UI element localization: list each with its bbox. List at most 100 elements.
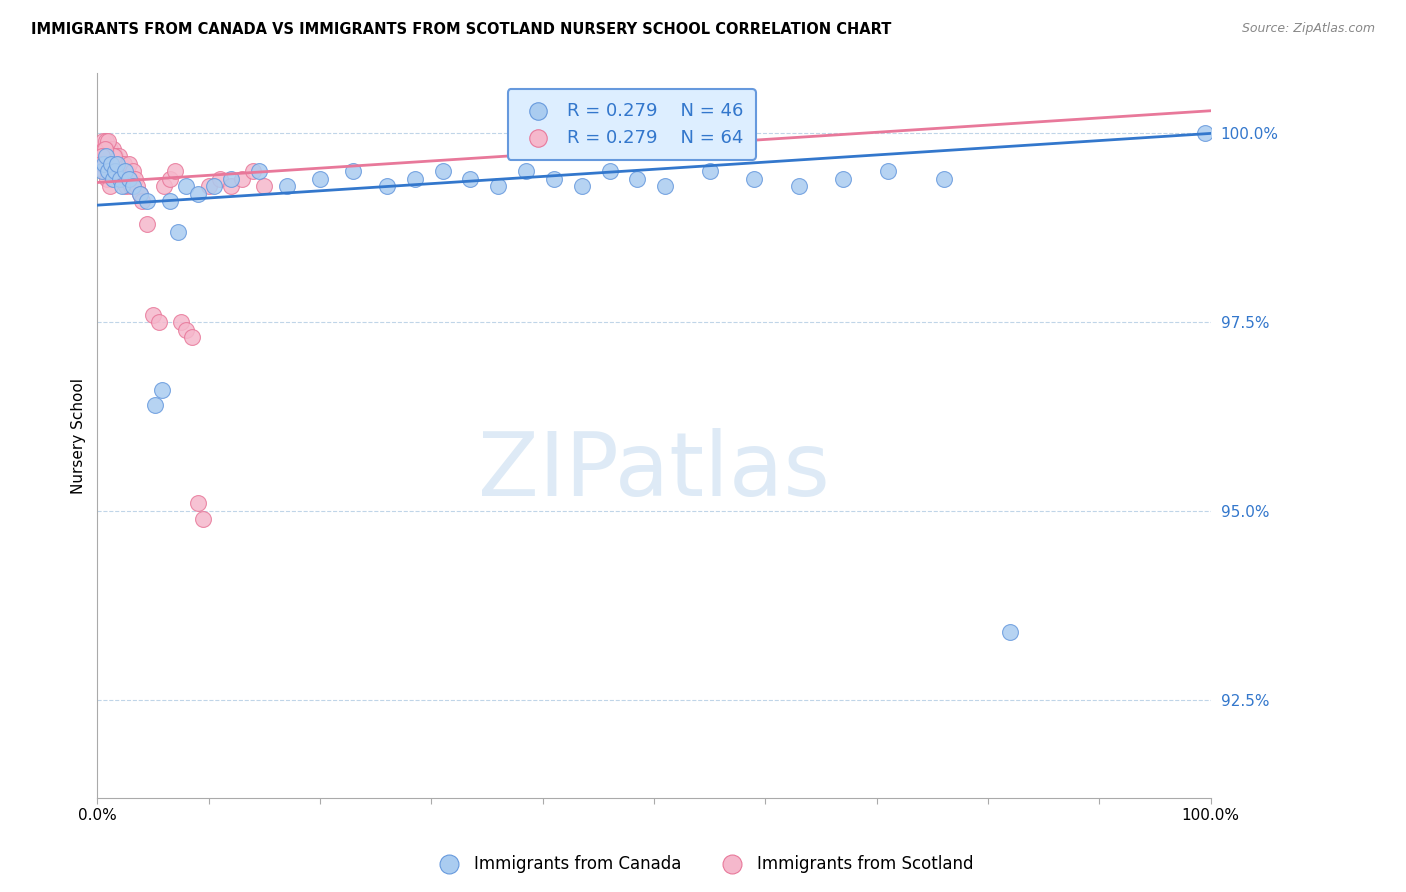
Point (91, 134, 114, 148)
Point (571, 179, 593, 194)
Point (98, 141, 121, 155)
Point (101, 149, 124, 163)
Point (93, 141, 115, 155)
Point (1194, 127, 1216, 141)
Point (96, 134, 118, 148)
Point (98, 179, 121, 194)
Point (202, 179, 225, 194)
Point (115, 179, 138, 194)
Point (111, 179, 134, 194)
Point (94, 149, 117, 163)
Point (122, 179, 145, 194)
Point (90, 149, 112, 163)
Point (117, 156, 139, 170)
Point (117, 164, 139, 178)
Point (100, 156, 122, 170)
Point (101, 149, 124, 163)
Point (247, 164, 270, 178)
Point (159, 171, 181, 186)
Point (93, 156, 115, 170)
Text: ZIPatlas: ZIPatlas (478, 428, 830, 516)
Point (105, 156, 128, 170)
Point (112, 156, 135, 170)
Point (165, 164, 187, 178)
Point (105, 156, 128, 170)
Point (143, 398, 166, 412)
Point (787, 179, 810, 194)
Point (626, 171, 648, 186)
Point (107, 149, 129, 163)
Point (276, 179, 298, 194)
Point (543, 171, 565, 186)
Point (100, 156, 122, 170)
Point (131, 194, 153, 209)
Point (176, 323, 198, 337)
Point (111, 171, 134, 186)
Point (159, 194, 181, 209)
Point (114, 171, 136, 186)
Point (187, 496, 209, 510)
Point (97, 164, 120, 178)
Point (181, 330, 204, 344)
Point (93, 164, 115, 178)
Point (90, 156, 112, 170)
Point (105, 164, 128, 178)
Point (309, 171, 332, 186)
Point (108, 164, 131, 178)
Point (432, 164, 454, 178)
Text: IMMIGRANTS FROM CANADA VS IMMIGRANTS FROM SCOTLAND NURSERY SCHOOL CORRELATION CH: IMMIGRANTS FROM CANADA VS IMMIGRANTS FRO… (31, 22, 891, 37)
Point (742, 171, 765, 186)
Point (128, 186, 150, 201)
Point (128, 186, 150, 201)
Point (90, 141, 112, 155)
Point (90, 149, 112, 163)
Point (460, 171, 482, 186)
Point (932, 171, 955, 186)
Point (114, 164, 136, 178)
Point (176, 179, 198, 194)
Point (97, 134, 120, 148)
Point (404, 171, 426, 186)
Point (124, 171, 146, 186)
Legend: Immigrants from Canada, Immigrants from Scotland: Immigrants from Canada, Immigrants from … (426, 848, 980, 880)
Point (170, 315, 193, 329)
Point (136, 217, 159, 231)
Point (148, 315, 170, 329)
Point (108, 171, 131, 186)
Point (127, 179, 149, 194)
Point (486, 179, 509, 194)
Point (104, 164, 127, 178)
Point (96, 171, 118, 186)
Point (253, 179, 276, 194)
Point (120, 179, 142, 194)
Point (153, 179, 176, 194)
Point (118, 171, 141, 186)
Point (191, 511, 214, 525)
Point (100, 156, 122, 170)
Point (110, 156, 132, 170)
Point (150, 383, 173, 397)
Point (166, 225, 188, 239)
Point (1000, 624, 1022, 639)
Point (104, 149, 127, 163)
Point (187, 186, 209, 201)
Point (101, 171, 124, 186)
Point (877, 164, 900, 178)
Point (96, 141, 118, 155)
Point (197, 179, 219, 194)
Point (832, 171, 855, 186)
Point (219, 179, 242, 194)
Point (208, 171, 231, 186)
Point (104, 164, 127, 178)
Text: Source: ZipAtlas.com: Source: ZipAtlas.com (1241, 22, 1375, 36)
Point (515, 164, 537, 178)
Point (97, 149, 120, 163)
Point (117, 171, 139, 186)
Y-axis label: Nursery School: Nursery School (72, 377, 86, 493)
Point (91, 156, 114, 170)
Point (94, 141, 117, 155)
Point (101, 141, 124, 155)
Point (654, 179, 676, 194)
Point (242, 164, 264, 178)
Point (103, 149, 125, 163)
